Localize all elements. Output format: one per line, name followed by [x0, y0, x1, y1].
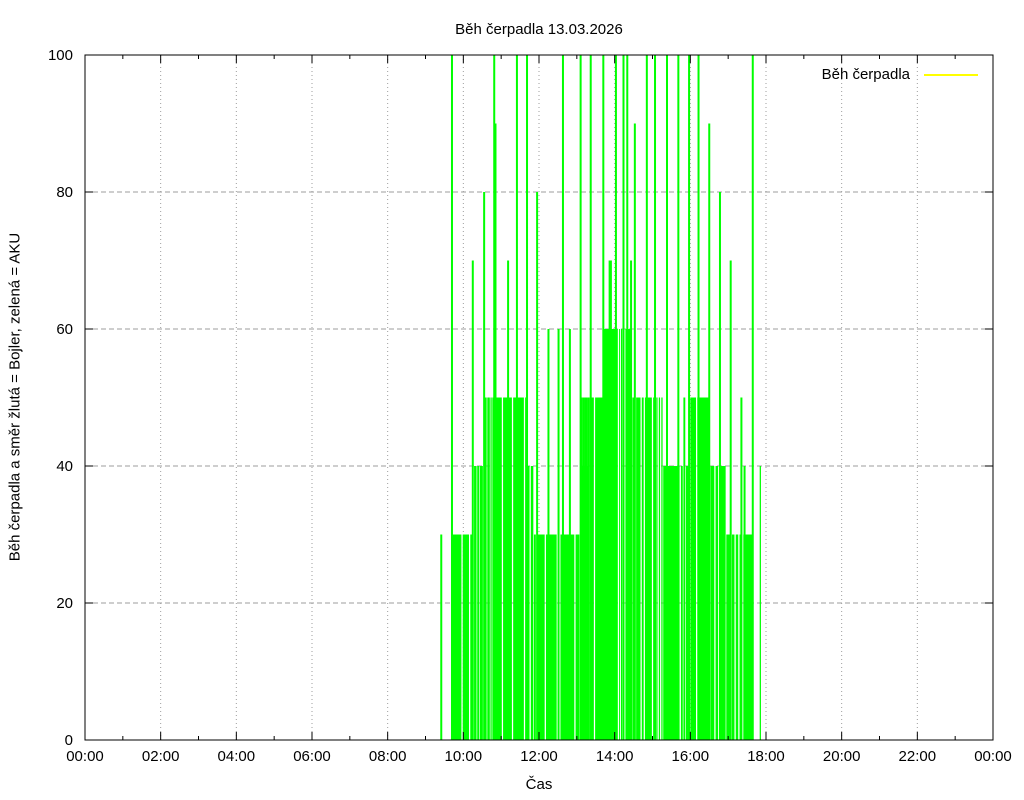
svg-text:22:00: 22:00 [899, 748, 937, 765]
svg-text:08:00: 08:00 [369, 748, 407, 765]
svg-text:10:00: 10:00 [445, 748, 483, 765]
svg-text:02:00: 02:00 [142, 748, 180, 765]
chart-title: Běh čerpadla 13.03.2026 [455, 21, 623, 38]
svg-text:12:00: 12:00 [520, 748, 558, 765]
y-axis-label: Běh čerpadla a směr žlutá = Bojler, zele… [6, 232, 24, 562]
svg-text:80: 80 [56, 184, 73, 201]
x-axis-label: Čas [525, 776, 553, 793]
svg-text:16:00: 16:00 [672, 748, 710, 765]
svg-text:60: 60 [56, 321, 73, 338]
x-tick-labels: 00:00 02:00 04:00 06:00 08:00 10:00 12:00 14:00… [66, 748, 1012, 765]
svg-text:00:00: 00:00 [974, 748, 1012, 765]
legend: Běh čerpadla [822, 66, 978, 83]
svg-text:40: 40 [56, 458, 73, 475]
svg-text:18:00: 18:00 [747, 748, 785, 765]
svg-text:20: 20 [56, 595, 73, 612]
svg-text:00:00: 00:00 [66, 748, 104, 765]
svg-text:100: 100 [48, 47, 73, 64]
gridlines [85, 55, 993, 740]
y-tick-labels: 0 20 40 60 80 100 [48, 47, 73, 749]
axes [84, 54, 994, 741]
pump-run-bars [440, 55, 761, 740]
svg-text:04:00: 04:00 [218, 748, 256, 765]
svg-text:06:00: 06:00 [293, 748, 331, 765]
legend-label: Běh čerpadla [821, 66, 910, 83]
svg-text:14:00: 14:00 [596, 748, 634, 765]
legend-line-sample [924, 73, 978, 76]
svg-text:20:00: 20:00 [823, 748, 861, 765]
svg-text:0: 0 [65, 732, 73, 749]
